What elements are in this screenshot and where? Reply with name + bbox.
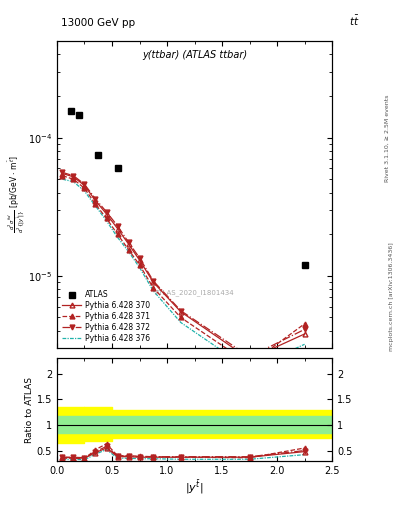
Pythia 6.428 376 — [82, 188, 87, 194]
Pythia 6.428 372 — [115, 223, 120, 229]
X-axis label: $|y^{\bar{t}}|$: $|y^{\bar{t}}|$ — [185, 478, 204, 496]
Pythia 6.428 370 — [93, 198, 98, 204]
Text: y(ttbar) (ATLAS ttbar): y(ttbar) (ATLAS ttbar) — [142, 50, 247, 60]
Y-axis label: $\frac{d^2\sigma^{fid}}{d^2\{|y^{\bar{t}}|\}}$ [pb/GeV $\cdot$ m$^{\bar{t}}$]: $\frac{d^2\sigma^{fid}}{d^2\{|y^{\bar{t}… — [6, 156, 27, 233]
Pythia 6.428 372 — [151, 278, 156, 284]
Pythia 6.428 370 — [104, 211, 109, 217]
Y-axis label: Ratio to ATLAS: Ratio to ATLAS — [25, 377, 34, 442]
Pythia 6.428 376 — [93, 203, 98, 209]
Pythia 6.428 376 — [115, 234, 120, 241]
Pythia 6.428 371 — [137, 262, 142, 268]
Text: 13000 GeV pp: 13000 GeV pp — [61, 18, 135, 28]
Pythia 6.428 370 — [82, 182, 87, 188]
Pythia 6.428 372 — [178, 308, 183, 314]
Pythia 6.428 370 — [178, 309, 183, 315]
Pythia 6.428 376 — [71, 179, 76, 185]
Line: Pythia 6.428 371: Pythia 6.428 371 — [60, 173, 307, 367]
Pythia 6.428 370 — [137, 257, 142, 263]
ATLAS — [302, 262, 307, 268]
Pythia 6.428 371 — [151, 285, 156, 291]
Pythia 6.428 371 — [93, 201, 98, 207]
Pythia 6.428 371 — [302, 321, 307, 327]
Line: ATLAS: ATLAS — [68, 108, 308, 268]
Pythia 6.428 376 — [247, 367, 252, 373]
Text: Rivet 3.1.10, ≥ 2.5M events: Rivet 3.1.10, ≥ 2.5M events — [385, 95, 389, 182]
Text: ATLAS_2020_I1801434: ATLAS_2020_I1801434 — [155, 289, 234, 296]
Pythia 6.428 372 — [137, 255, 142, 261]
Pythia 6.428 370 — [302, 331, 307, 337]
Legend: ATLAS, Pythia 6.428 370, Pythia 6.428 371, Pythia 6.428 372, Pythia 6.428 376: ATLAS, Pythia 6.428 370, Pythia 6.428 37… — [61, 289, 152, 345]
Pythia 6.428 372 — [82, 181, 87, 187]
Pythia 6.428 376 — [126, 248, 131, 254]
Pythia 6.428 371 — [82, 185, 87, 191]
Pythia 6.428 372 — [126, 239, 131, 245]
Pythia 6.428 371 — [60, 173, 65, 179]
Pythia 6.428 376 — [302, 341, 307, 347]
Pythia 6.428 376 — [104, 218, 109, 224]
Pythia 6.428 372 — [247, 354, 252, 360]
Pythia 6.428 376 — [151, 288, 156, 294]
Pythia 6.428 372 — [104, 209, 109, 215]
Pythia 6.428 376 — [178, 319, 183, 326]
Line: Pythia 6.428 370: Pythia 6.428 370 — [60, 171, 307, 361]
Pythia 6.428 372 — [93, 196, 98, 202]
ATLAS — [77, 112, 81, 118]
Line: Pythia 6.428 372: Pythia 6.428 372 — [60, 170, 307, 359]
Pythia 6.428 371 — [178, 314, 183, 321]
Text: mcplots.cern.ch [arXiv:1306.3436]: mcplots.cern.ch [arXiv:1306.3436] — [389, 243, 393, 351]
ATLAS — [115, 165, 120, 172]
Line: Pythia 6.428 376: Pythia 6.428 376 — [62, 179, 305, 370]
Pythia 6.428 371 — [115, 231, 120, 238]
Pythia 6.428 372 — [60, 169, 65, 176]
Pythia 6.428 370 — [71, 174, 76, 180]
Pythia 6.428 370 — [126, 241, 131, 247]
Pythia 6.428 371 — [247, 361, 252, 367]
Pythia 6.428 371 — [126, 246, 131, 252]
Pythia 6.428 376 — [137, 264, 142, 270]
Pythia 6.428 371 — [71, 176, 76, 182]
Text: $t\bar{t}$: $t\bar{t}$ — [349, 14, 360, 28]
Pythia 6.428 370 — [115, 225, 120, 231]
Pythia 6.428 370 — [247, 356, 252, 362]
ATLAS — [68, 108, 73, 114]
Pythia 6.428 371 — [104, 216, 109, 222]
Pythia 6.428 370 — [151, 279, 156, 285]
Pythia 6.428 376 — [60, 176, 65, 182]
Pythia 6.428 370 — [60, 170, 65, 177]
Pythia 6.428 372 — [71, 173, 76, 179]
ATLAS — [96, 152, 101, 158]
Pythia 6.428 372 — [302, 326, 307, 332]
